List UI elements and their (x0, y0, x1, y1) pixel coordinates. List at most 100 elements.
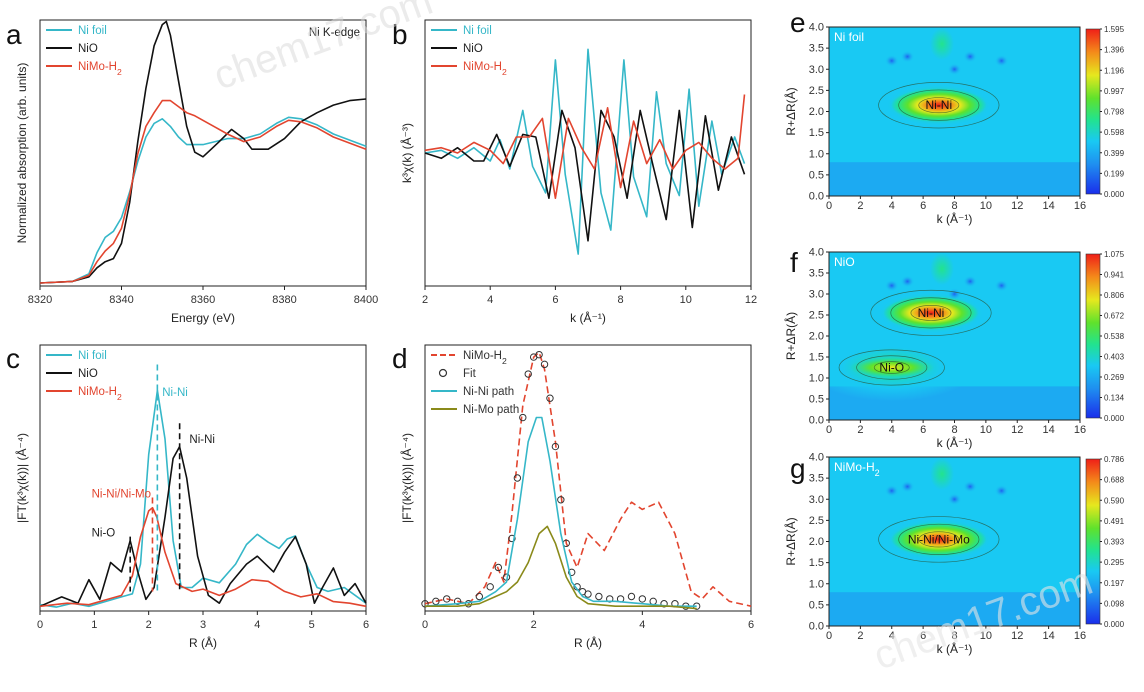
legend-marker (438, 368, 448, 378)
contour-ring (873, 361, 910, 374)
colorbar-label: 1.075 (1104, 250, 1125, 259)
peak-annotation: Ni-O (92, 528, 116, 540)
y-tick-label: 0.5 (809, 394, 824, 406)
y-axis-title: R+ΔR(Å) (783, 87, 798, 135)
fit-point (494, 563, 503, 572)
heatmap-peak (883, 296, 979, 330)
series-line-nio (424, 109, 746, 242)
x-tick-label: 2 (857, 424, 863, 436)
heatmap-ridge (921, 27, 963, 71)
heatmap-blue-spot (994, 54, 1009, 67)
x-tick-label: 2 (857, 200, 863, 212)
map-title: NiMo-H2 (834, 460, 880, 478)
x-tick-label: 6 (920, 424, 926, 436)
colorbar-label: 0.269 (1104, 373, 1125, 382)
x-axis-title: k (Å⁻¹) (937, 641, 973, 656)
panel-f: f NiO Ni-Ni Ni-O 0 2 4 6 8 10 12 14 16 0.0 0.5 1.0 1.5 2.… (783, 247, 1125, 451)
series-line-nimo-h2 (39, 99, 367, 284)
legend-entry: NiMo-H2 (463, 350, 507, 366)
x-tick-label: 8320 (28, 294, 52, 306)
peak-annotation: Ni-Ni/Ni-Mo (92, 489, 151, 501)
heatmap-blue-spot (884, 54, 899, 67)
x-tick-label: 16 (1074, 200, 1086, 212)
y-tick-label: 1.5 (809, 127, 824, 139)
y-tick-label: 3.0 (809, 494, 824, 506)
colorbar-label: 0.598 (1104, 128, 1125, 137)
y-tick-label: 0.0 (809, 621, 824, 633)
x-tick-label: 8360 (191, 294, 215, 306)
x-tick-label: 16 (1074, 424, 1086, 436)
fit-point (595, 592, 603, 601)
peak-label: Ni-O (879, 361, 904, 375)
colorbar-label: 1.396 (1104, 46, 1125, 55)
fit-point (513, 474, 522, 482)
y-axis-title: Normalized absorption (arb. units) (15, 63, 29, 244)
peak-annotation: Ni-Ni (189, 434, 215, 446)
fit-point (606, 595, 614, 603)
fit-point (519, 413, 527, 422)
colorbar-label: 0.000 (1104, 620, 1125, 629)
x-tick-label: 2 (857, 630, 863, 642)
y-tick-label: 4.0 (809, 452, 824, 464)
colorbar-label: 0.538 (1104, 332, 1125, 341)
fit-point (535, 350, 543, 359)
y-tick-label: 2.0 (809, 106, 824, 118)
colorbar-label: 0.134 (1104, 394, 1125, 403)
y-tick-label: 2.5 (809, 310, 824, 322)
y-tick-label: 3.5 (809, 43, 824, 55)
contour-ring (838, 349, 945, 386)
heatmap-blue-spot (900, 480, 915, 493)
map-title: NiO (834, 255, 855, 269)
x-tick-label: 8 (951, 424, 957, 436)
peak-label: Ni-Ni (925, 98, 952, 112)
panel-label: g (790, 453, 806, 484)
x-tick-label: 8380 (272, 294, 296, 306)
heatmap-peak (849, 357, 935, 378)
plot-frame (39, 344, 367, 612)
fit-point (524, 370, 532, 378)
legend-entry: Fit (463, 368, 477, 380)
x-tick-label: 8 (618, 294, 624, 306)
x-axis-title: Energy (eV) (171, 311, 235, 325)
series-line-nio (39, 20, 367, 284)
colorbar (1085, 28, 1101, 195)
heatmap-blue-spot (963, 50, 978, 63)
y-tick-label: 0.0 (809, 191, 824, 203)
fit-point (551, 442, 560, 451)
x-axis-title: k (Å⁻¹) (570, 310, 606, 325)
x-tick-label: 14 (1043, 200, 1055, 212)
colorbar-label: 0.941 (1104, 271, 1125, 280)
colorbar-label: 0.295 (1104, 558, 1125, 567)
heatmap-blue-spot (994, 279, 1009, 292)
legend-entry: NiMo-H2 (78, 61, 122, 77)
x-tick-label: 10 (980, 630, 992, 642)
series-line-nimo-h2 (424, 351, 752, 607)
heatmap-blue-spot (963, 275, 978, 288)
legend-entry: NiMo-H2 (78, 386, 122, 402)
x-tick-label: 2 (146, 619, 152, 631)
heatmap-blue-spot (900, 275, 915, 288)
y-tick-label: 1.0 (809, 373, 824, 385)
fit-point (568, 568, 576, 577)
colorbar-label: 0.199 (1104, 169, 1125, 178)
panel-b: b 2 4 6 8 10 12 k (Å⁻¹) k³χ(k) (Å⁻³) Ni foil NiO Ni… (392, 19, 757, 325)
peak-label: Ni-Ni/Ni-Mo (908, 532, 970, 546)
colorbar-label: 0.997 (1104, 87, 1125, 96)
map-title: Ni foil (834, 30, 864, 44)
x-axis-title: R (Å) (189, 635, 217, 650)
contour-ring (870, 289, 992, 336)
y-axis-title: R+ΔR(Å) (783, 517, 798, 565)
x-tick-label: 4 (639, 619, 645, 631)
y-tick-label: 2.5 (809, 515, 824, 527)
x-tick-label: 12 (745, 294, 757, 306)
x-tick-label: 3 (200, 619, 206, 631)
panel-label: d (392, 343, 408, 374)
colorbar-label: 0.399 (1104, 149, 1125, 158)
x-axis-title: R (Å) (574, 635, 602, 650)
y-tick-label: 0.5 (809, 599, 824, 611)
x-tick-label: 10 (980, 200, 992, 212)
contour-ring (918, 97, 960, 114)
fit-point (649, 597, 657, 606)
x-tick-label: 2 (422, 294, 428, 306)
